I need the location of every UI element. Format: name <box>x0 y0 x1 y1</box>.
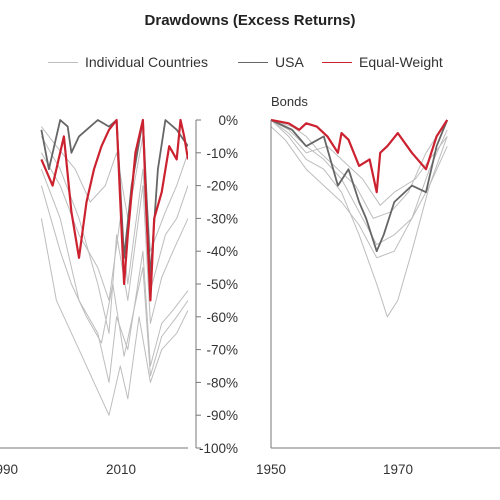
panel-title-right: Bonds <box>271 94 308 109</box>
legend-label-equal-weight: Equal-Weight <box>359 54 443 70</box>
chart-title: Drawdowns (Excess Returns) <box>144 12 356 29</box>
legend-swatch-usa <box>238 62 268 63</box>
series-usa-right-1 <box>271 119 449 253</box>
plot-area-right <box>271 118 449 318</box>
legend-swatch-equal-weight <box>322 62 352 63</box>
series-individual-left-4 <box>40 218 188 416</box>
series-individual-right-6 <box>271 119 448 206</box>
y-tick-label-10: -100% <box>199 441 238 456</box>
y-tick-label-0: 0% <box>218 113 238 128</box>
y-tick-label-1: -10% <box>206 146 238 161</box>
y-tick-label-7: -70% <box>206 343 238 358</box>
legend: Individual Countries USA Equal-Weight <box>0 53 500 73</box>
series-individual-right-2 <box>271 119 448 318</box>
y-tick-label-6: -60% <box>206 310 238 325</box>
legend-label-usa: USA <box>275 54 304 70</box>
series-equal-weight-left-0 <box>40 118 188 302</box>
x-tick-left-2010: 2010 <box>106 462 136 477</box>
y-tick-label-4: -40% <box>206 244 238 259</box>
y-tick-label-5: -50% <box>206 277 238 292</box>
legend-swatch-individual <box>48 62 78 63</box>
legend-label-individual: Individual Countries <box>85 54 208 70</box>
y-tick-label-2: -20% <box>206 179 238 194</box>
y-tick-label-3: -30% <box>206 211 238 226</box>
series-individual-left-2 <box>40 136 188 334</box>
series-individual-right-4 <box>271 119 448 219</box>
series-individual-left-6 <box>40 185 188 377</box>
series-equal-weight-right-0 <box>271 118 449 194</box>
series-individual-left-3 <box>40 169 188 383</box>
y-tick-label-8: -80% <box>206 375 238 390</box>
series-individual-left-5 <box>40 152 188 301</box>
series-individual-left-7 <box>41 126 188 252</box>
series-individual-right-5 <box>271 126 448 259</box>
plot-area-left <box>40 118 188 416</box>
x-tick-left-1990: 1990 <box>0 462 18 477</box>
y-tick-label-9: -90% <box>206 408 238 423</box>
x-tick-right-1970: 1970 <box>383 462 413 477</box>
x-tick-right-1950: 1950 <box>256 462 286 477</box>
